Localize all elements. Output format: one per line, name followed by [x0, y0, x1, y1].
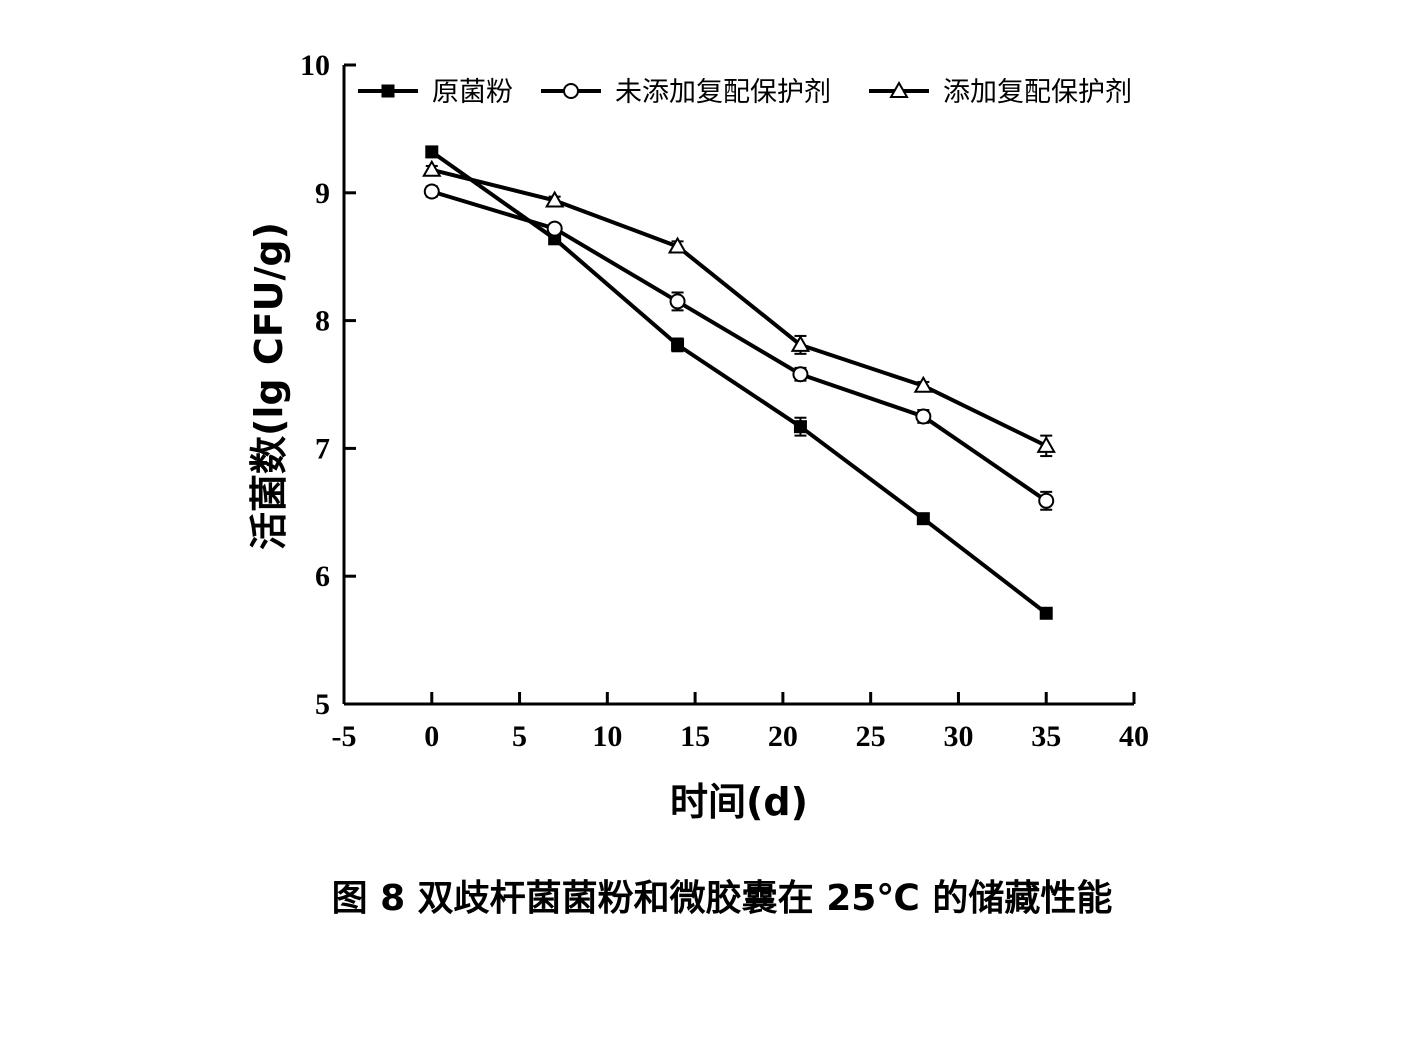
- x-tick-label: 0: [424, 720, 439, 753]
- legend-label: 原菌粉: [432, 77, 513, 108]
- legend-marker: [889, 80, 909, 98]
- legend-label: 未添加复配保护剂: [615, 77, 831, 108]
- figure-caption: 图 8 双歧杆菌菌粉和微胶囊在 25℃ 的储藏性能: [332, 878, 1113, 919]
- y-tick-label: 6: [315, 560, 330, 593]
- data-point: [422, 159, 442, 177]
- y-tick-label: 9: [315, 177, 330, 210]
- data-point: [913, 375, 934, 393]
- data-point: [1039, 606, 1053, 620]
- series-2: [423, 183, 1055, 511]
- data-point: [1036, 435, 1056, 453]
- x-tick-label: -5: [332, 720, 357, 753]
- data-point: [544, 190, 565, 208]
- y-tick-label: 5: [315, 688, 330, 721]
- data-point: [546, 220, 563, 237]
- y-tick-label: 8: [315, 305, 330, 338]
- y-tick-label: 7: [315, 432, 330, 465]
- y-tick-label: 10: [300, 49, 330, 82]
- legend-label: 添加复配保护剂: [943, 77, 1132, 108]
- series-line: [431, 189, 1048, 503]
- x-tick-label: 20: [768, 720, 798, 753]
- series-line: [431, 167, 1048, 448]
- data-point: [423, 183, 440, 200]
- x-axis-title: 时间(d): [670, 780, 808, 824]
- data-point: [792, 366, 809, 383]
- x-tick-label: 40: [1119, 720, 1149, 753]
- x-ticks: -5 0 5 10 15 20 25 30 35 40: [332, 692, 1149, 753]
- y-axis-title: 活菌数(lg CFU/g): [247, 222, 291, 550]
- legend-item: 未添加复配保护剂: [541, 77, 831, 108]
- legend-item: 原菌粉: [358, 77, 513, 108]
- data-point: [793, 420, 807, 434]
- x-tick-label: 35: [1031, 720, 1061, 753]
- data-point: [425, 145, 439, 159]
- x-tick-label: 15: [680, 720, 710, 753]
- x-tick-label: 10: [592, 720, 622, 753]
- y-ticks: 5 6 7 8 9 10: [300, 49, 356, 721]
- data-point: [790, 334, 811, 352]
- legend: 原菌粉 未添加复配保护剂 添加复配保护剂: [358, 77, 1132, 108]
- series-3: [422, 159, 1056, 458]
- axes: -5 0 5 10 15 20 25 30 35 40 5 6 7 8 9 10: [300, 49, 1149, 753]
- x-tick-label: 30: [943, 720, 973, 753]
- data-point: [671, 338, 685, 352]
- x-tick-label: 25: [856, 720, 886, 753]
- data-point: [1038, 492, 1055, 509]
- data-point: [915, 408, 932, 425]
- x-tick-label: 5: [512, 720, 527, 753]
- series-layer: [422, 145, 1056, 620]
- data-point: [916, 512, 930, 526]
- legend-marker: [563, 83, 579, 99]
- legend-marker: [381, 84, 395, 98]
- data-point: [669, 293, 686, 310]
- legend-item: 添加复配保护剂: [869, 77, 1132, 108]
- data-point: [667, 236, 688, 254]
